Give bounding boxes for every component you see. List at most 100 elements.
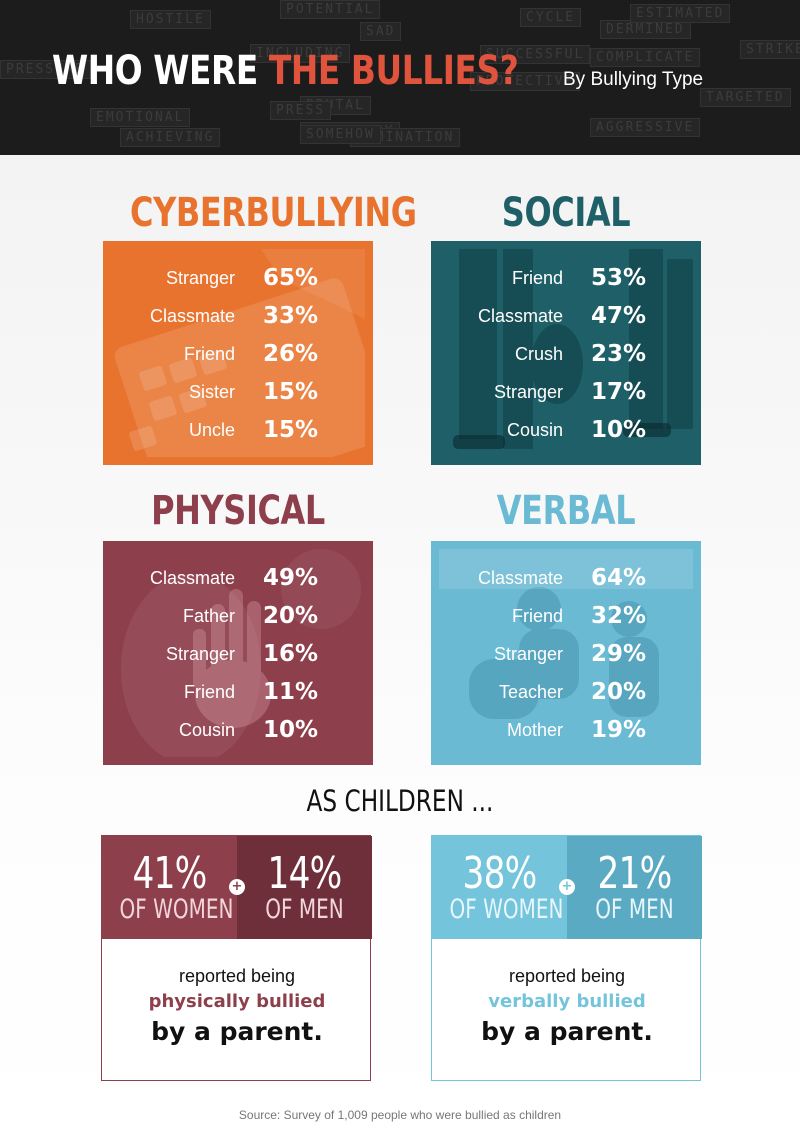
row-label: Classmate bbox=[149, 306, 235, 326]
women-stat: 38% OF WOMEN bbox=[432, 836, 567, 939]
background-word: SUCCESSFUL bbox=[480, 45, 591, 64]
background-word: SAD bbox=[360, 22, 402, 41]
panel-inner: Stranger 65% Classmate 33% Friend 26% Sister 15… bbox=[111, 249, 365, 457]
row-label: Stranger bbox=[165, 268, 235, 288]
women-percent: 38% bbox=[462, 848, 538, 899]
header-background-words: POTENTIAL SAD INCLUDING EMOTIONAL ACHIEVING P… bbox=[0, 0, 800, 155]
as-children-heading: AS CHILDREN ... bbox=[306, 784, 494, 818]
page-title: WHO WERE THE BULLIES? bbox=[52, 48, 519, 94]
row-label: Mother bbox=[506, 720, 563, 740]
row-label: Stranger bbox=[493, 644, 563, 664]
table-row: Cousin 10% bbox=[111, 717, 365, 755]
row-value: 15% bbox=[263, 417, 319, 443]
background-word: DERMINED bbox=[600, 20, 691, 39]
background-word: ACHIEVING bbox=[120, 128, 221, 147]
row-value: 16% bbox=[263, 641, 319, 667]
men-stat: 14% OF MEN bbox=[237, 836, 372, 939]
row-label: Friend bbox=[511, 606, 563, 626]
source-note: Source: Survey of 1,009 people who were … bbox=[238, 1108, 562, 1122]
background-word: HOSTILE bbox=[130, 10, 211, 29]
background-word: ESTIMATED bbox=[630, 4, 731, 23]
row-label: Friend bbox=[183, 344, 235, 364]
table-row: Crush 23% bbox=[439, 341, 693, 379]
row-label: Friend bbox=[183, 682, 235, 702]
row-value: 19% bbox=[591, 717, 647, 743]
table-row: Classmate 33% bbox=[111, 303, 365, 341]
row-value: 65% bbox=[263, 265, 319, 291]
reported-text: reported being bbox=[508, 966, 626, 986]
row-label: Father bbox=[182, 606, 235, 626]
table-row: Friend 26% bbox=[111, 341, 365, 379]
plus-icon: + bbox=[229, 879, 245, 895]
men-label: OF MEN bbox=[595, 894, 674, 925]
reported-text: reported being bbox=[178, 966, 296, 986]
row-value: 20% bbox=[263, 603, 319, 629]
panel-photo-social bbox=[439, 249, 693, 457]
row-label: Cousin bbox=[506, 420, 563, 440]
row-label: Teacher bbox=[498, 682, 563, 702]
row-value: 33% bbox=[263, 303, 319, 329]
background-word: AGGRESSIVE bbox=[590, 118, 701, 137]
by-parent-text: by a parent. bbox=[151, 1017, 323, 1046]
row-label: Stranger bbox=[493, 382, 563, 402]
table-row: Stranger 16% bbox=[111, 641, 365, 679]
row-value: 53% bbox=[591, 265, 647, 291]
men-stat: 21% OF MEN bbox=[567, 836, 702, 939]
men-percent: 21% bbox=[597, 848, 673, 899]
plus-icon: + bbox=[559, 879, 575, 895]
row-value: 20% bbox=[591, 679, 647, 705]
stat-card-caption: reported being physically bullied by a p… bbox=[102, 939, 372, 1082]
bullying-kind: physically bullied bbox=[148, 991, 326, 1012]
panel-social: Friend 53% Classmate 47% Crush 23% Stranger 17%… bbox=[431, 241, 701, 465]
panel-inner: Classmate 64% Friend 32% Stranger 29% Teacher 2… bbox=[439, 549, 693, 757]
panel-photo-verbal bbox=[439, 549, 693, 757]
row-label: Cousin bbox=[178, 720, 235, 740]
stat-card-top: 38% OF WOMEN 21% OF MEN + bbox=[432, 836, 702, 939]
row-label: Classmate bbox=[149, 568, 235, 588]
row-value: 32% bbox=[591, 603, 647, 629]
men-percent: 14% bbox=[267, 848, 343, 899]
panel-photo-physical bbox=[111, 549, 365, 757]
table-row: Classmate 49% bbox=[111, 565, 365, 603]
page-subtitle: By Bullying Type bbox=[563, 69, 704, 90]
row-value: 10% bbox=[263, 717, 319, 743]
background-word: PRESS bbox=[270, 101, 332, 120]
background-word: EMOTIONAL bbox=[90, 108, 191, 127]
background-word: COMPLICATE bbox=[590, 48, 701, 67]
row-label: Classmate bbox=[477, 306, 563, 326]
table-row: Friend 53% bbox=[439, 265, 693, 303]
row-value: 29% bbox=[591, 641, 647, 667]
background-word: PROTECTIVE bbox=[470, 72, 581, 91]
table-row: Classmate 47% bbox=[439, 303, 693, 341]
women-label: OF WOMEN bbox=[119, 894, 234, 925]
table-row: Sister 15% bbox=[111, 379, 365, 417]
panel-heading-cyberbullying: CYBERBULLYING bbox=[130, 190, 417, 236]
row-label: Sister bbox=[188, 382, 235, 402]
women-percent: 41% bbox=[132, 848, 208, 899]
table-row: Stranger 29% bbox=[439, 641, 693, 679]
row-value: 11% bbox=[263, 679, 319, 705]
table-row: Teacher 20% bbox=[439, 679, 693, 717]
header-banner: POTENTIAL SAD INCLUDING EMOTIONAL ACHIEVING P… bbox=[0, 0, 800, 155]
table-row: Cousin 10% bbox=[439, 417, 693, 455]
title-part-accent: THE BULLIES? bbox=[268, 48, 519, 94]
stat-card-top: 41% OF WOMEN 14% OF MEN + bbox=[102, 836, 372, 939]
panel-cyberbullying: Stranger 65% Classmate 33% Friend 26% Sister 15… bbox=[103, 241, 373, 465]
row-value: 47% bbox=[591, 303, 647, 329]
row-label: Classmate bbox=[477, 568, 563, 588]
background-word: PRESSURE bbox=[0, 60, 91, 79]
stat-card: 38% OF WOMEN 21% OF MEN + reported being… bbox=[431, 835, 702, 1082]
title-part-white: WHO WERE bbox=[52, 48, 269, 94]
background-word: INCLUDING bbox=[250, 44, 351, 63]
women-label: OF WOMEN bbox=[449, 894, 564, 925]
row-label: Uncle bbox=[188, 420, 235, 440]
row-label: Friend bbox=[511, 268, 563, 288]
table-row: Stranger 17% bbox=[439, 379, 693, 417]
table-row: Friend 11% bbox=[111, 679, 365, 717]
stat-card-caption: reported being verbally bullied by a par… bbox=[432, 939, 702, 1082]
panel-inner: Classmate 49% Father 20% Stranger 16% Friend 11… bbox=[111, 549, 365, 757]
row-value: 64% bbox=[591, 565, 647, 591]
panel-photo-cyberbullying bbox=[111, 249, 365, 457]
background-word: SOMEHOW bbox=[300, 125, 381, 144]
women-stat: 41% OF WOMEN bbox=[102, 836, 237, 939]
